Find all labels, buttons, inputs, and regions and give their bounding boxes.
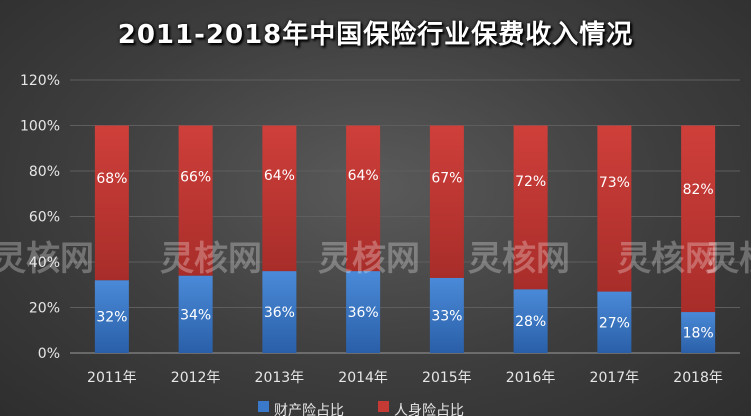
y-tick-label: 20%: [29, 301, 60, 317]
watermark-layer: 灵核网灵核网灵核网灵核网灵核网灵核网: [0, 239, 751, 279]
legend-label: 财产险占比: [274, 403, 344, 416]
x-tick-label: 2014年: [338, 370, 388, 386]
x-tick-label: 2015年: [422, 370, 472, 386]
y-axis-ticks: 0% 20% 40% 60% 80% 100% 120%: [20, 73, 60, 362]
watermark-text: 灵核网: [318, 239, 420, 279]
data-label: 36%: [348, 305, 379, 321]
data-label: 64%: [264, 168, 295, 184]
bar-property-insurance: [681, 312, 716, 353]
y-tick-label: 40%: [29, 255, 60, 271]
data-label: 33%: [431, 308, 462, 324]
watermark-text: 灵核网: [468, 239, 570, 279]
data-label: 34%: [180, 307, 211, 323]
legend-label: 人身险占比: [394, 403, 464, 416]
x-tick-label: 2013年: [255, 370, 305, 386]
bar-property-insurance: [262, 271, 297, 353]
data-label: 27%: [599, 315, 630, 331]
x-tick-label: 2012年: [171, 370, 221, 386]
bar-life-insurance: [346, 125, 381, 272]
bar-life-insurance: [262, 125, 297, 272]
data-label: 73%: [599, 175, 630, 191]
data-label: 66%: [180, 170, 211, 186]
y-tick-label: 0%: [38, 346, 60, 362]
y-tick-label: 60%: [29, 210, 60, 226]
bar-life-insurance: [597, 125, 632, 292]
bar-life-insurance: [681, 125, 716, 313]
x-axis-ticks: 2011年 2012年 2013年 2014年 2015年 2016年 2017年 2018年: [87, 370, 723, 386]
bar-life-insurance: [94, 125, 129, 281]
legend-swatch-life: [378, 401, 389, 412]
bar-life-insurance: [513, 125, 548, 290]
bar-property-insurance: [429, 277, 464, 353]
bar-property-insurance: [94, 280, 129, 353]
y-tick-label: 120%: [20, 73, 60, 89]
watermark-text: 灵核网: [705, 239, 751, 279]
data-label: 67%: [431, 170, 462, 186]
data-label: 18%: [683, 326, 714, 342]
data-label: 36%: [264, 305, 295, 321]
bars: [94, 125, 716, 353]
data-labels: 32% 68% 34% 66% 36% 64% 36% 64% 33% 67% 28% 72% 27% 7…: [96, 168, 713, 342]
legend-swatch-property: [258, 401, 269, 412]
y-tick-label: 80%: [29, 164, 60, 180]
data-label: 68%: [96, 171, 127, 187]
x-tick-label: 2011年: [87, 370, 137, 386]
legend: 财产险占比 人身险占比: [258, 401, 464, 416]
bar-property-insurance: [597, 291, 632, 353]
bar-property-insurance: [178, 275, 213, 353]
data-label: 64%: [348, 168, 379, 184]
x-tick-label: 2017年: [590, 370, 640, 386]
bar-life-insurance: [178, 125, 213, 276]
data-label: 28%: [515, 314, 546, 330]
bar-life-insurance: [429, 125, 464, 278]
watermark-text: 灵核网: [0, 239, 94, 279]
x-tick-label: 2016年: [506, 370, 556, 386]
bar-property-insurance: [513, 289, 548, 353]
chart-title: 2011-2018年中国保险行业保费收入情况: [117, 20, 634, 50]
data-label: 82%: [683, 182, 714, 198]
data-label: 72%: [515, 174, 546, 190]
y-tick-label: 100%: [20, 119, 60, 135]
watermark-text: 灵核网: [617, 239, 719, 279]
data-label: 32%: [96, 310, 127, 326]
bar-property-insurance: [346, 271, 381, 353]
x-tick-label: 2018年: [673, 370, 723, 386]
watermark-text: 灵核网: [160, 239, 262, 279]
gridlines: [70, 79, 740, 354]
